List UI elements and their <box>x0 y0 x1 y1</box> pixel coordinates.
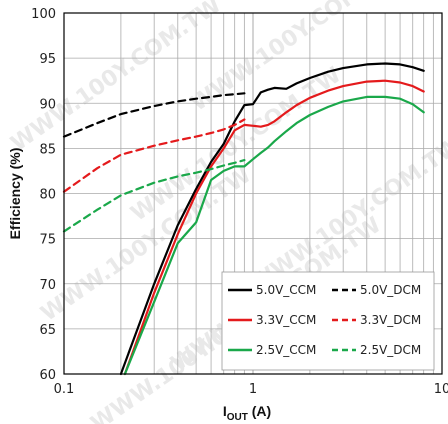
x-axis-title-main: I <box>223 403 227 419</box>
y-tick-label: 95 <box>39 52 56 67</box>
legend-label: 3.3V_CCM <box>256 313 316 327</box>
legend-label: 2.5V_CCM <box>256 343 316 357</box>
x-tick-label: 1 <box>249 382 257 397</box>
y-tick-label: 90 <box>39 97 56 112</box>
x-tick-label: 10 <box>434 382 448 397</box>
series-layer <box>62 62 425 376</box>
y-tick-label: 100 <box>31 7 56 22</box>
tick-labels: 60 65 70 75 80 85 90 95 100 0.1 1 10 <box>31 7 448 397</box>
y-axis-title: Efficiency (%) <box>7 148 23 240</box>
series-line-2-5v-dcm <box>62 159 246 233</box>
x-axis-title-unit: (A) <box>248 403 271 419</box>
legend-label: 3.3V_DCM <box>360 313 421 327</box>
y-tick-label: 80 <box>39 188 56 203</box>
y-tick-label: 70 <box>39 278 56 293</box>
plot-frame <box>63 12 443 375</box>
legend: 5.0V_CCM 5.0V_DCM 3.3V_CCM 3.3V_DCM 2.5V_CCM… <box>221 271 435 371</box>
x-axis-title: IOUT (A) <box>223 403 271 423</box>
legend-box <box>221 271 435 371</box>
legend-label: 5.0V_CCM <box>256 283 316 297</box>
x-tick-label: 0.1 <box>54 382 75 397</box>
legend-label: 2.5V_DCM <box>360 343 421 357</box>
y-tick-label: 75 <box>39 233 56 248</box>
series-line-5-0v-ccm <box>119 62 425 376</box>
series-line-2-5v-ccm <box>123 95 425 376</box>
y-tick-label: 65 <box>39 323 56 338</box>
y-tick-label: 85 <box>39 142 56 157</box>
watermark-text: WWW.100Y.COM.TW <box>7 0 226 157</box>
y-tick-label: 60 <box>39 368 56 383</box>
x-axis-title-subscript: OUT <box>227 412 248 423</box>
series-line-3-3v-ccm <box>123 79 425 376</box>
legend-label: 5.0V_DCM <box>360 283 421 297</box>
series-line-5-0v-dcm <box>62 92 246 138</box>
series-line-3-3v-dcm <box>62 118 246 193</box>
